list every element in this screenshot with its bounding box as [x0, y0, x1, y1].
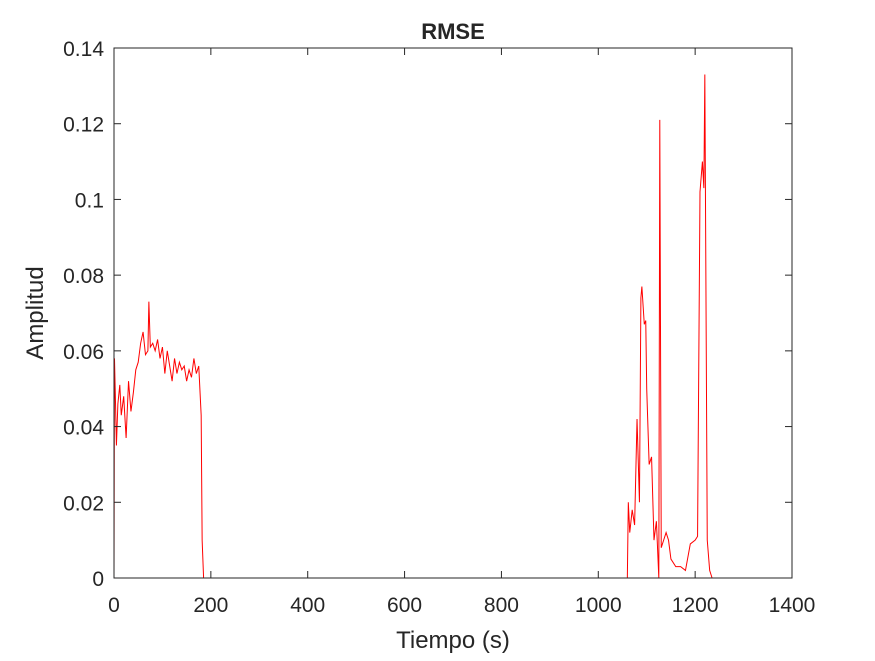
chart-title: RMSE: [421, 19, 485, 44]
y-tick-label: 0.08: [63, 265, 104, 288]
y-tick-label: 0.1: [75, 189, 104, 212]
x-tick-label: 200: [193, 594, 228, 617]
y-tick-label: 0.02: [63, 492, 104, 515]
x-axis-label: Tiempo (s): [396, 627, 510, 654]
x-tick-label: 1000: [575, 594, 622, 617]
x-tick-label: 600: [387, 594, 422, 617]
y-axis-label: Amplitud: [22, 266, 49, 359]
x-ticks: 0 200 400 600 800 1000 1200 1400: [108, 48, 815, 617]
y-tick-label: 0: [92, 568, 104, 591]
y-tick-label: 0.14: [63, 38, 104, 61]
y-tick-label: 0.04: [63, 417, 104, 440]
axes-background: [114, 48, 792, 578]
x-tick-label: 400: [290, 594, 325, 617]
x-tick-label: 0: [108, 594, 120, 617]
axes-box: [113, 47, 793, 579]
x-tick-label: 1200: [672, 594, 719, 617]
x-tick-label: 1400: [769, 594, 816, 617]
y-ticks: 0 0.02 0.04 0.06 0.08 0.1 0.12 0.14: [63, 38, 792, 591]
y-tick-label: 0.06: [63, 341, 104, 364]
x-tick-label: 800: [484, 594, 519, 617]
y-tick-label: 0.12: [63, 114, 104, 137]
